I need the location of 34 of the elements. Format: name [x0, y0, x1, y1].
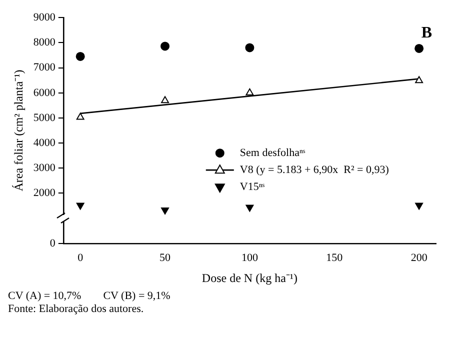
y-axis-title: Área foliar (cm² planta⁻¹) [11, 70, 26, 192]
point [76, 112, 84, 120]
point [76, 202, 84, 210]
y-tick-label: 5000 [33, 112, 56, 124]
y-tick-label: 3000 [33, 162, 56, 174]
text: CV (A) = 10,7% CV (B) = 9,1% [8, 290, 172, 303]
x-tick-label: 0 [78, 252, 84, 264]
point [161, 208, 169, 215]
y-tick-label: 4000 [33, 136, 56, 149]
legend-label: Sem desfolhaⁿˢ [240, 146, 306, 159]
y-tick-label: 8000 [33, 36, 56, 49]
point [415, 76, 424, 84]
point [245, 43, 254, 52]
y-tick-label: 2000 [33, 187, 56, 200]
x-tick-label: 150 [326, 252, 344, 264]
legend-label: V8 (y = 5.183 + 6,90x R² = 0,93) [240, 164, 390, 176]
chart-title: B [421, 24, 432, 42]
point [246, 88, 254, 96]
point [160, 42, 170, 51]
x-tick-label: 50 [160, 252, 172, 264]
point [161, 96, 169, 104]
x-tick-label: 200 [410, 252, 428, 264]
source-note: Fonte: Elaboração dos autores. [8, 303, 145, 316]
x-axis-title: Dose de N (kg ha⁻¹) [202, 270, 298, 285]
point [76, 52, 85, 61]
point [415, 202, 424, 210]
point [414, 44, 424, 53]
legend-label: V15ⁿˢ [240, 180, 266, 193]
y-tick-label: 6000 [33, 86, 56, 99]
x-tick-label: 100 [241, 252, 258, 264]
point [246, 204, 254, 212]
y-tick-label: 0 [50, 237, 56, 250]
y-tick-label: 7000 [33, 62, 56, 74]
y-tick-label: 9000 [33, 11, 56, 24]
